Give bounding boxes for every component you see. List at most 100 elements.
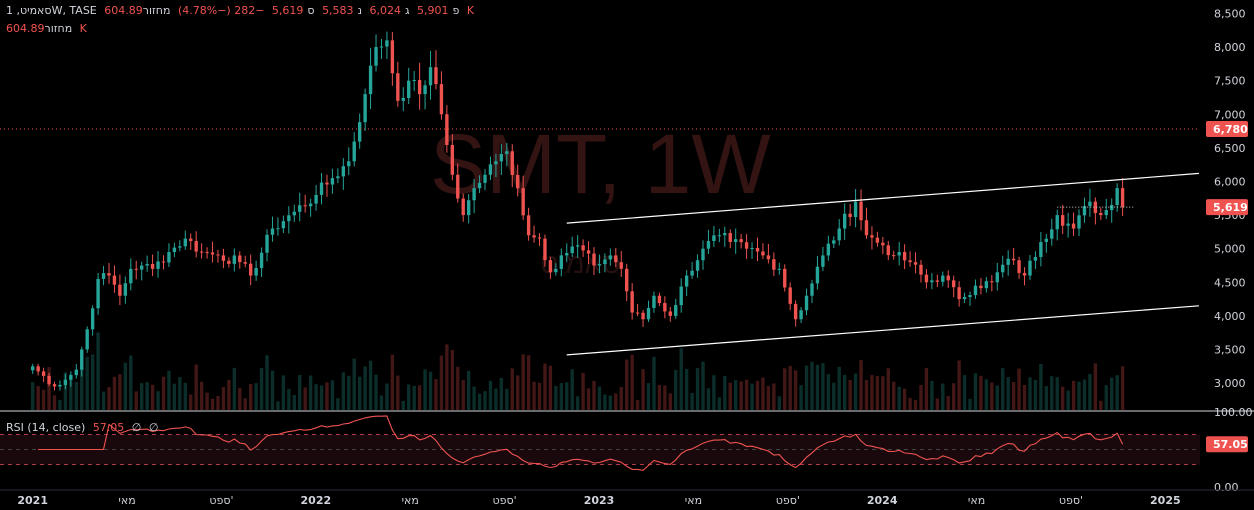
candle-body: [543, 238, 547, 261]
candle-body: [870, 235, 874, 238]
candle-body: [1088, 201, 1092, 207]
candle-body: [679, 286, 683, 306]
candle-body: [532, 235, 536, 238]
volume-bar: [570, 369, 574, 410]
volume-bar: [1077, 381, 1081, 410]
volume-bar: [886, 368, 890, 410]
volume-bar: [516, 375, 520, 410]
candle-body: [510, 151, 514, 176]
candle-body: [635, 312, 640, 314]
candle-body: [1115, 188, 1119, 205]
candle-body: [674, 305, 678, 316]
rsi-line: [38, 415, 1124, 471]
candle-body: [85, 329, 89, 350]
candle-body: [739, 239, 743, 243]
volume-bar: [150, 384, 155, 410]
volume-bar: [864, 380, 869, 410]
overlays: [0, 128, 1200, 356]
volume-bar: [461, 380, 465, 410]
candle-body: [804, 295, 809, 311]
candle-body: [74, 369, 78, 376]
candle-body: [979, 285, 983, 289]
candle-body: [434, 67, 438, 85]
volume-bar: [276, 401, 280, 410]
volume-bar: [227, 379, 231, 410]
candle-body: [47, 375, 51, 385]
last-price-tag: [1206, 199, 1248, 216]
candle-body: [581, 245, 585, 251]
price-tick-label: 8,500: [1214, 7, 1246, 20]
time-tick-label: מאי: [402, 494, 419, 507]
candle-body: [625, 268, 629, 292]
volume-bar: [575, 396, 580, 410]
volume-bar: [630, 354, 634, 410]
volume-bar: [728, 382, 732, 410]
candle-body: [319, 182, 324, 195]
volume-bar: [428, 371, 433, 410]
volume-bar: [357, 376, 362, 410]
volume-bar: [543, 363, 547, 410]
volume-bar: [505, 388, 509, 410]
candle-body: [450, 144, 455, 175]
volume-bar: [826, 374, 831, 410]
candle-body: [254, 268, 258, 276]
volume-bar: [80, 358, 84, 410]
candle-body: [363, 94, 367, 123]
volume-bar: [85, 356, 89, 410]
volume-bar: [499, 378, 504, 410]
rsi-current-tag: [1206, 436, 1248, 453]
price-tick-label: 7,500: [1214, 75, 1246, 88]
candle-body: [962, 297, 967, 300]
candle-body: [445, 114, 449, 145]
volume-bar: [1039, 364, 1043, 410]
channel-upper-line[interactable]: [566, 172, 1199, 224]
volume-bar: [913, 399, 918, 410]
candle-body: [1066, 223, 1070, 226]
candle-body: [853, 201, 858, 218]
volume-bar: [870, 375, 874, 410]
volume-bar: [379, 395, 384, 410]
candle-body: [526, 215, 531, 236]
candle-body: [1044, 238, 1049, 242]
volume-bar: [559, 383, 563, 410]
candle-body: [101, 273, 106, 279]
volume-bar: [984, 379, 989, 410]
volume-bar: [924, 367, 929, 410]
volume-bar: [58, 399, 62, 410]
volume-bar: [445, 344, 449, 410]
volume-bar: [412, 385, 416, 410]
channel-lower-line[interactable]: [566, 305, 1199, 356]
candle-body: [221, 255, 226, 261]
candle-body: [597, 264, 602, 266]
volume-bar: [897, 386, 901, 410]
candle-body: [1028, 260, 1032, 276]
candle-body: [565, 253, 569, 256]
volume-bar: [635, 400, 640, 410]
candle-body: [1017, 260, 1021, 273]
volume-bar: [766, 385, 771, 410]
volume-bar: [31, 382, 35, 410]
candle-body: [112, 275, 117, 285]
rsi-extra-2: ∅: [148, 421, 159, 434]
volume-bar: [189, 394, 193, 410]
volume-bar: [793, 370, 798, 410]
candle-body: [292, 211, 296, 216]
volume-bar: [145, 382, 149, 410]
candle-body: [216, 254, 220, 256]
candle-body: [145, 264, 149, 266]
candle-body: [516, 175, 520, 189]
candle-body: [892, 255, 896, 257]
volume-bar: [859, 360, 863, 410]
volume-bar: [1055, 377, 1059, 410]
candle-body: [341, 166, 346, 177]
volume-bar: [363, 366, 367, 410]
candle-body: [412, 79, 416, 81]
volume-bar: [1099, 400, 1103, 410]
candle-body: [608, 255, 613, 260]
candle-body: [265, 234, 269, 253]
volume-bar: [706, 388, 711, 410]
volume-bar: [684, 368, 689, 410]
open-value: 5,901: [417, 4, 449, 17]
time-tick-label: ספט': [209, 494, 233, 507]
